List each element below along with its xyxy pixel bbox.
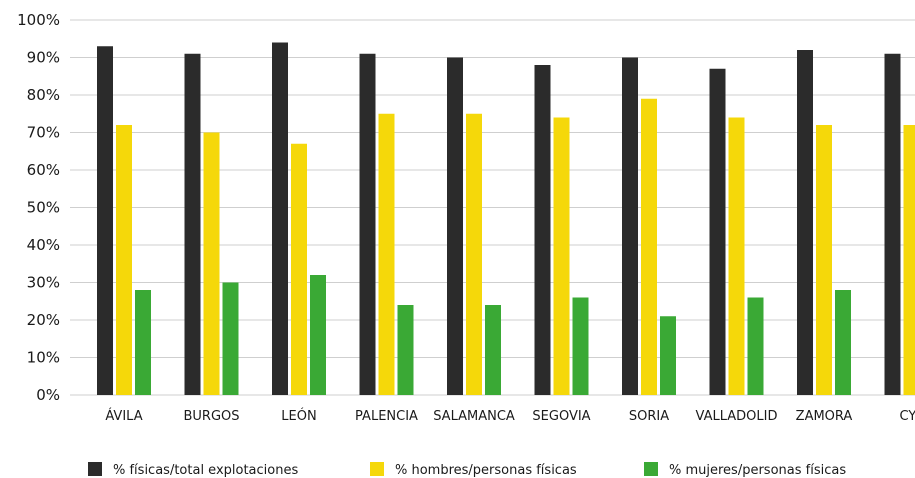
x-tick-label: PALENCIA: [355, 409, 418, 424]
x-tick-label: SALAMANCA: [433, 409, 515, 424]
legend: % físicas/total explotaciones % hombres/p…: [88, 462, 846, 478]
bar: [184, 53, 201, 395]
legend-item: % mujeres/personas físicas: [644, 462, 846, 478]
y-tick-label: 30%: [27, 274, 60, 292]
bar: [797, 50, 813, 395]
bar: [359, 53, 376, 395]
bar: [747, 297, 764, 395]
x-tick-label: SEGOVIA: [532, 409, 590, 424]
x-tick-label: ÁVILA: [105, 408, 142, 424]
y-tick-label: 90%: [27, 49, 60, 67]
bar: [728, 117, 745, 395]
legend-label: % mujeres/personas físicas: [669, 463, 846, 478]
bar: [835, 290, 851, 395]
y-tick-label: 20%: [27, 311, 60, 329]
y-tick-label: 50%: [27, 199, 60, 217]
x-tick-label: SORIA: [629, 409, 669, 424]
y-tick-label: 40%: [27, 236, 60, 254]
legend-label: % físicas/total explotaciones: [113, 463, 298, 478]
bar: [485, 305, 501, 395]
x-axis: ÁVILA BURGOS LEÓN PALENCIA SALAMANCA SEGOVIA S…: [105, 408, 915, 424]
bar: [222, 282, 239, 395]
legend-item: % hombres/personas físicas: [370, 462, 577, 478]
legend-swatch: [370, 462, 384, 476]
bar: [466, 113, 482, 395]
bar: [272, 42, 288, 395]
y-axis: 0% 10% 20% 30% 40% 50% 60% 70% 80% 90% 100%: [17, 11, 60, 404]
bar: [116, 125, 132, 395]
bar: [903, 125, 915, 395]
y-tick-label: 0%: [36, 386, 60, 404]
x-tick-label: LEÓN: [281, 408, 316, 424]
bar: [534, 65, 551, 395]
bar: [660, 316, 676, 395]
bar: [572, 297, 589, 395]
y-tick-label: 80%: [27, 86, 60, 104]
bars: [97, 42, 915, 395]
legend-label: % hombres/personas físicas: [395, 463, 577, 478]
bar: [310, 275, 326, 395]
bar: [641, 98, 657, 395]
y-tick-label: 60%: [27, 161, 60, 179]
x-tick-label: CYL: [899, 409, 915, 424]
bar: [291, 143, 307, 395]
bar: [97, 46, 113, 395]
legend-swatch: [644, 462, 658, 476]
x-tick-label: BURGOS: [183, 409, 239, 424]
legend-item: % físicas/total explotaciones: [88, 462, 298, 478]
legend-swatch: [88, 462, 102, 476]
bar: [397, 305, 414, 395]
y-tick-label: 10%: [27, 349, 60, 367]
bar: [447, 57, 463, 395]
x-tick-label: VALLADOLID: [696, 409, 778, 424]
bar: [203, 132, 220, 395]
x-tick-label: ZAMORA: [796, 409, 853, 424]
bar: [884, 53, 901, 395]
bar: [378, 113, 395, 395]
bar: [709, 68, 726, 395]
y-tick-label: 70%: [27, 124, 60, 142]
bar: [816, 125, 832, 395]
y-tick-label: 100%: [17, 11, 60, 29]
bar: [622, 57, 638, 395]
bar: [553, 117, 570, 395]
bar: [135, 290, 151, 395]
